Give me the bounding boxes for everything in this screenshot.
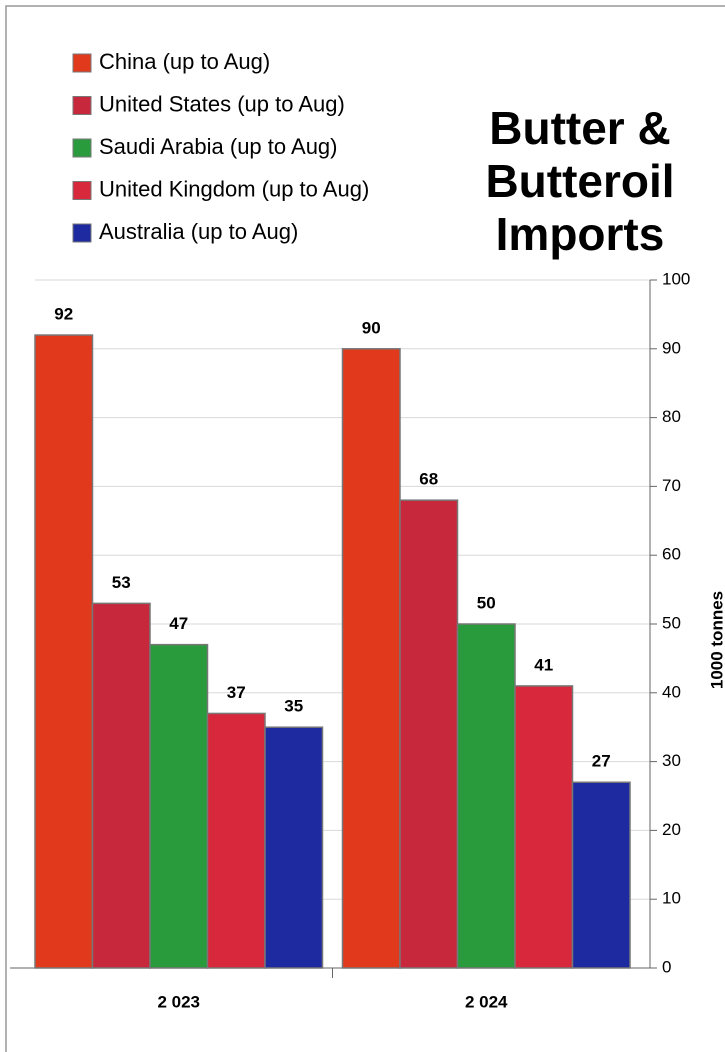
chart-title: Butteroil (485, 155, 674, 207)
legend-label: United Kingdom (up to Aug) (99, 176, 369, 201)
y-tick-label: 80 (662, 407, 681, 426)
legend-swatch (72, 223, 92, 243)
y-tick-label: 50 (662, 613, 681, 632)
x-tick-label: 2 024 (465, 992, 508, 1011)
bar (456, 623, 516, 969)
value-label: 37 (227, 683, 246, 702)
bar (571, 781, 631, 969)
value-label: 68 (419, 470, 438, 489)
y-tick-label: 40 (662, 682, 681, 701)
frame (5, 5, 725, 1052)
bar (206, 712, 266, 969)
bar (399, 499, 459, 969)
y-tick-label: 20 (662, 820, 681, 839)
value-label: 92 (54, 305, 73, 324)
legend-label: Saudi Arabia (up to Aug) (99, 134, 338, 159)
legend-swatch (72, 181, 92, 200)
y-tick-label: 0 (662, 957, 671, 976)
legend-swatch (72, 138, 92, 158)
value-label: 53 (112, 573, 131, 592)
chart-title: Butter & (489, 102, 670, 154)
legend-label: United States (up to Aug) (99, 91, 345, 116)
y-tick-label: 30 (662, 751, 681, 770)
x-tick-label: 2 023 (157, 992, 200, 1011)
legend-label: China (up to Aug) (99, 49, 270, 74)
legend-swatch (72, 96, 92, 115)
chart-title: Imports (496, 208, 665, 260)
value-label: 50 (477, 593, 496, 612)
y-tick-label: 100 (662, 269, 690, 288)
bar (91, 602, 151, 969)
bar (149, 643, 209, 969)
y-tick-label: 10 (662, 889, 681, 908)
value-label: 35 (284, 697, 303, 716)
bar (34, 334, 94, 969)
value-label: 27 (592, 752, 611, 771)
value-label: 90 (362, 318, 381, 337)
legend-label: Australia (up to Aug) (99, 219, 298, 244)
legend-swatch (72, 53, 92, 73)
y-tick-label: 90 (662, 338, 681, 357)
value-label: 47 (169, 614, 188, 633)
value-label: 41 (534, 655, 553, 674)
y-axis-label: 1000 tonnes (707, 591, 725, 689)
bar (514, 685, 574, 969)
bar (341, 348, 401, 969)
bar (264, 726, 324, 969)
y-tick-label: 70 (662, 476, 681, 495)
y-tick-label: 60 (662, 545, 681, 564)
